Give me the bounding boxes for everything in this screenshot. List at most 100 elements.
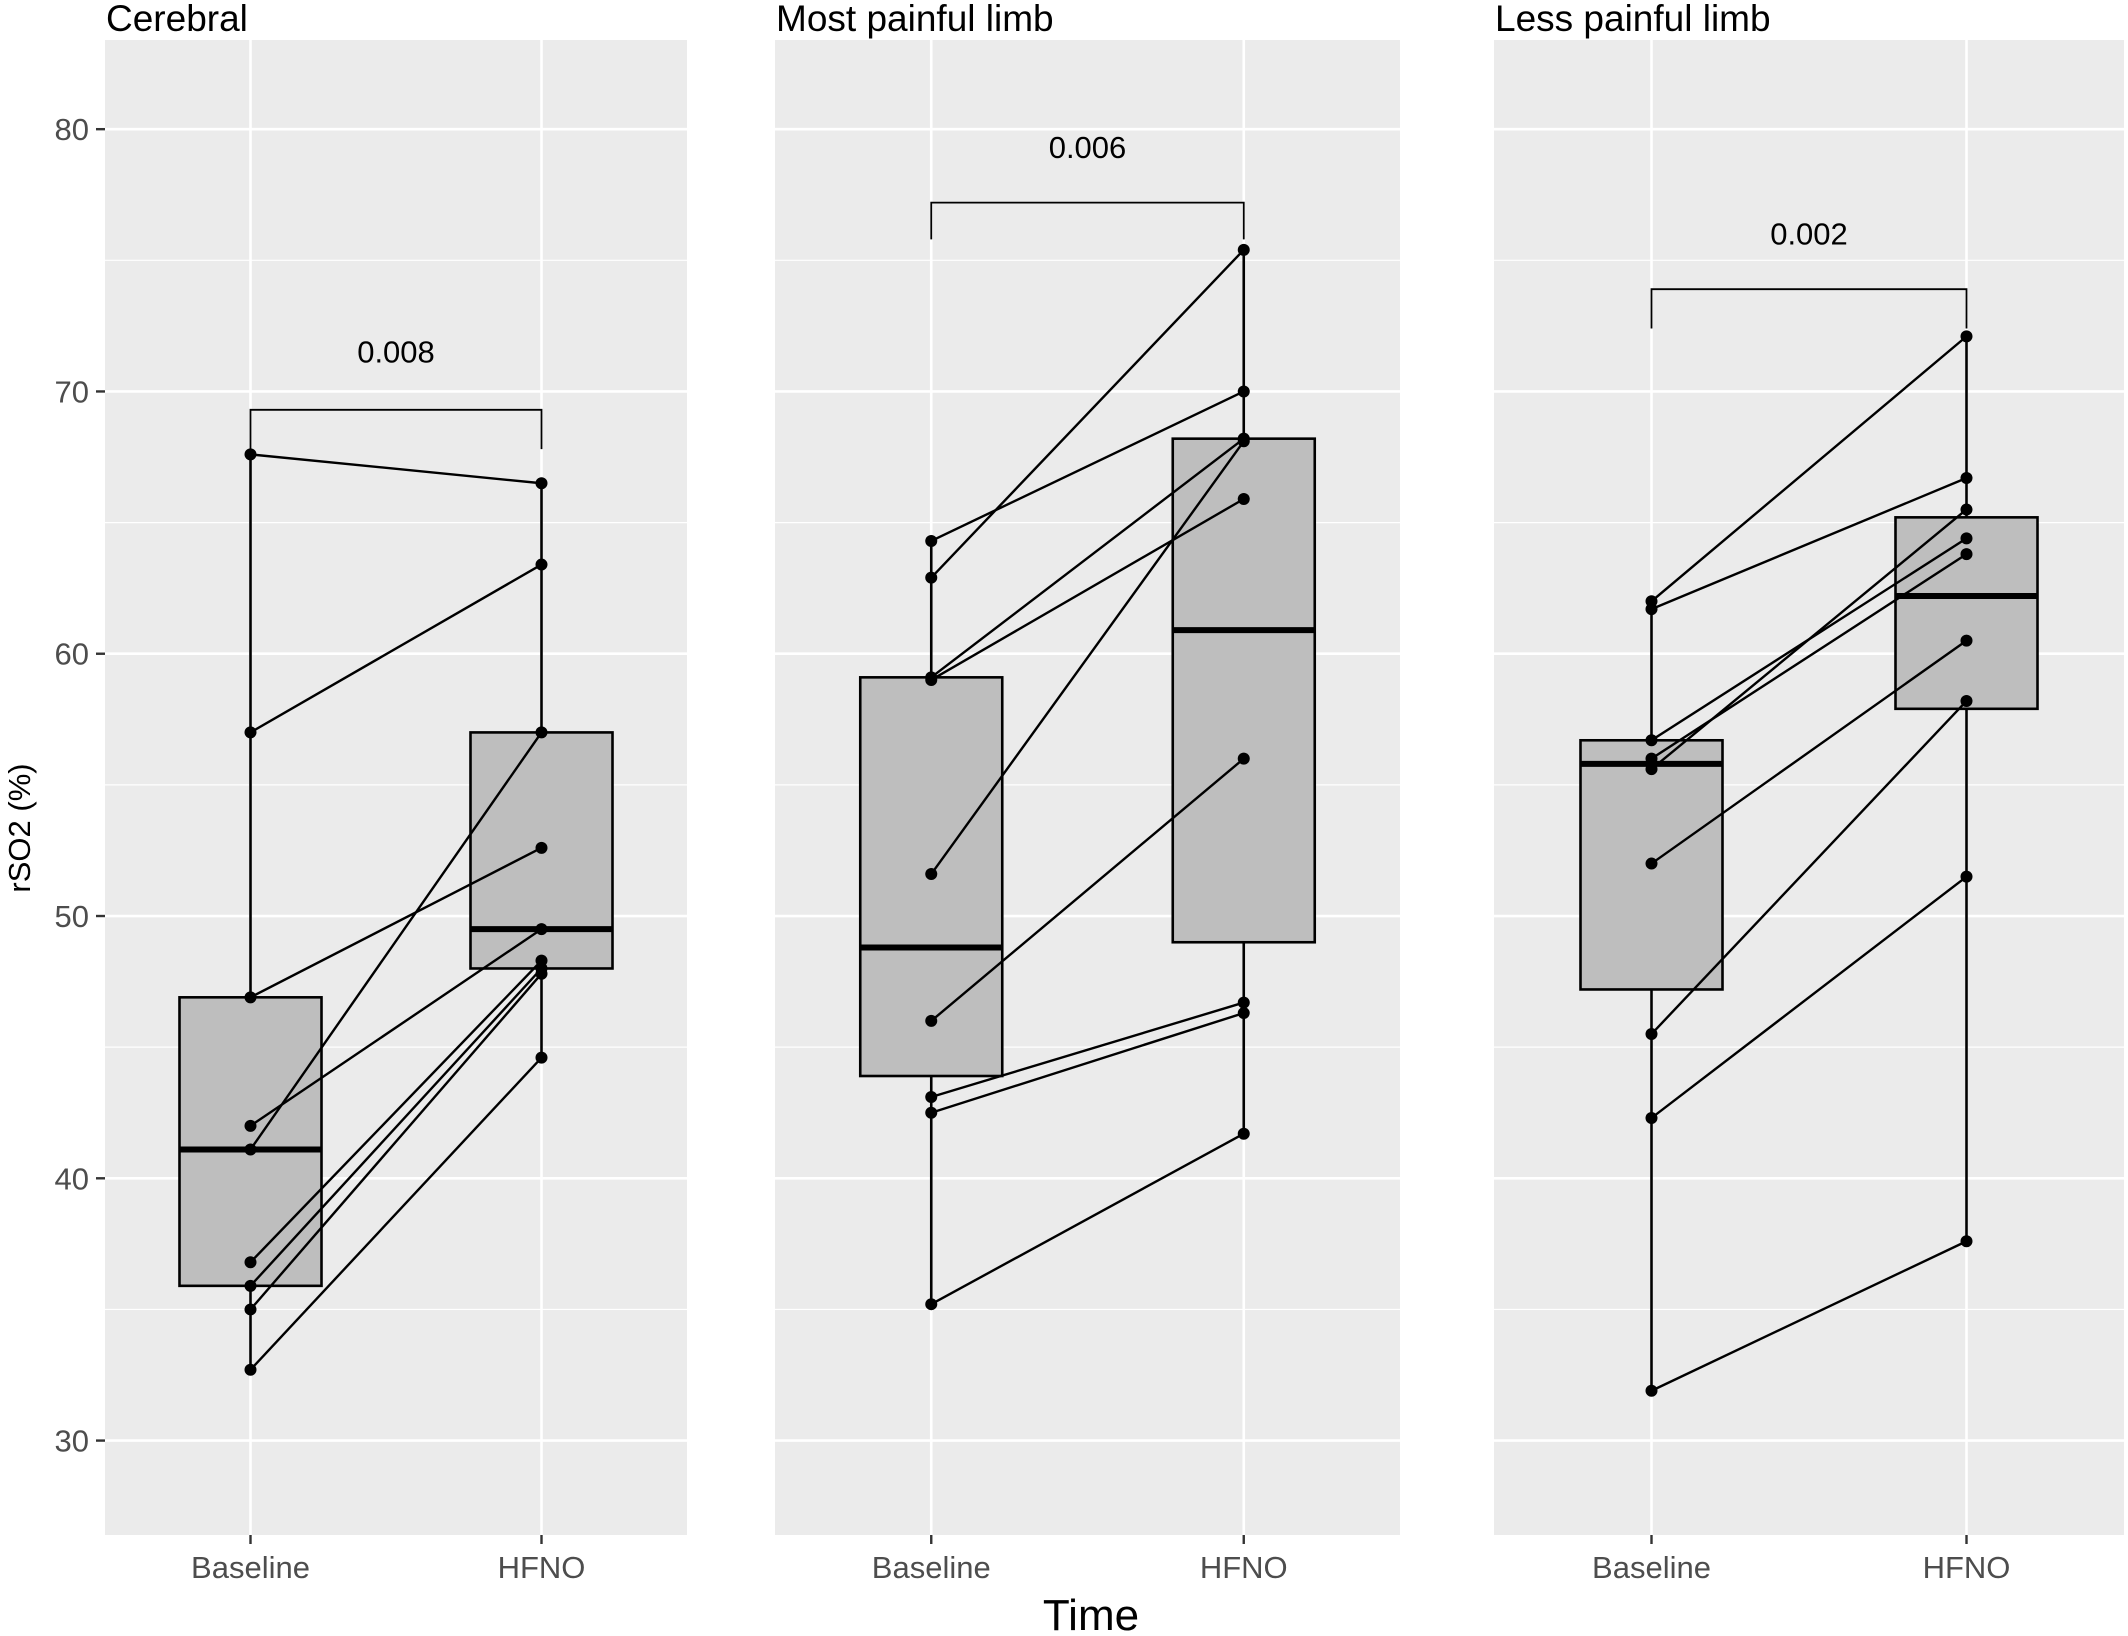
data-point-baseline — [1645, 734, 1658, 747]
data-point-hfno — [1237, 435, 1250, 448]
y-axis-title: rSO2 (%) — [2, 763, 37, 892]
data-point-hfno — [1237, 752, 1250, 765]
panel-0: 0.008 Cerebral Baseline HFNO — [105, 0, 687, 1585]
x-tick-label: HFNO — [498, 1550, 586, 1585]
paired-line — [249, 846, 543, 999]
p-value-label: 0.006 — [1049, 130, 1127, 165]
data-point-baseline — [925, 868, 938, 881]
x-tick-label: Baseline — [191, 1550, 310, 1585]
panel-title: Less painful limb — [1495, 0, 1771, 39]
paired-line — [930, 390, 1245, 543]
paired-line — [1650, 700, 1968, 1035]
paired-line — [249, 731, 543, 1151]
data-point-hfno — [1237, 243, 1250, 256]
paired-line — [1650, 335, 1968, 603]
paired-line — [1651, 476, 1967, 611]
paired-line — [930, 1011, 1245, 1114]
data-point-hfno — [1237, 1127, 1250, 1140]
data-point-baseline — [1645, 1111, 1658, 1124]
data-point-baseline — [1645, 603, 1658, 616]
paired-line — [930, 757, 1245, 1022]
y-tick-label: 60 — [55, 637, 89, 672]
box-baseline — [178, 996, 323, 1288]
data-point-hfno — [1960, 870, 1973, 883]
x-axis-title: Time — [1043, 1591, 1139, 1636]
data-point-hfno — [1960, 532, 1973, 545]
y-tick-label: 30 — [55, 1424, 89, 1459]
panel-1: 0.006 Most painful limb Baseline HFNO — [775, 0, 1400, 1585]
paired-line — [930, 497, 1245, 682]
data-point-hfno — [535, 477, 548, 490]
x-tick-label: HFNO — [1923, 1550, 2011, 1585]
paired-line — [930, 1001, 1245, 1099]
box-hfno — [1171, 437, 1317, 944]
x-tick-label: Baseline — [1592, 1550, 1711, 1585]
paired-line — [249, 972, 543, 1311]
data-point-hfno — [1960, 548, 1973, 561]
paired-line — [930, 248, 1245, 579]
y-axis: 30 40 50 60 70 80 — [55, 112, 105, 1459]
significance-bracket — [1650, 288, 1968, 329]
paired-line — [930, 437, 1245, 679]
p-value-label: 0.008 — [357, 335, 435, 370]
paired-line — [249, 959, 543, 1264]
data-point-baseline — [244, 1143, 257, 1156]
data-point-hfno — [535, 726, 548, 739]
data-point-baseline — [925, 1090, 938, 1103]
x-tick-label: HFNO — [1200, 1550, 1288, 1585]
data-point-hfno — [535, 558, 548, 571]
box-hfno — [1894, 516, 2039, 711]
x-tick-label: Baseline — [872, 1550, 991, 1585]
data-point-hfno — [535, 967, 548, 980]
paired-line — [249, 1056, 543, 1371]
panels: 0.008 Cerebral Baseline HFNO 0.006 Most painf… — [55, 0, 2124, 1585]
data-point-baseline — [925, 1106, 938, 1119]
data-point-baseline — [244, 1303, 257, 1316]
data-point-hfno — [1237, 1007, 1250, 1020]
paired-line — [1650, 875, 1968, 1119]
paired-line — [930, 440, 1245, 875]
data-point-baseline — [1645, 857, 1658, 870]
y-tick-label: 80 — [55, 112, 89, 147]
y-tick-label: 70 — [55, 374, 89, 409]
panel-title: Cerebral — [106, 0, 248, 39]
data-point-hfno — [1237, 996, 1250, 1009]
paired-line — [249, 563, 543, 734]
data-point-baseline — [1645, 1384, 1658, 1397]
panel-2: 0.002 Less painful limb Baseline HFNO — [1494, 0, 2124, 1585]
data-point-hfno — [535, 841, 548, 854]
paired-line — [249, 967, 543, 1287]
y-tick-label: 50 — [55, 899, 89, 934]
data-point-baseline — [244, 1256, 257, 1269]
data-point-hfno — [535, 923, 548, 936]
paired-line — [1650, 508, 1968, 771]
panel-title: Most painful limb — [776, 0, 1054, 39]
data-point-baseline — [1645, 1028, 1658, 1041]
paired-line — [1650, 639, 1968, 865]
data-point-hfno — [535, 1051, 548, 1064]
data-point-baseline — [925, 571, 938, 584]
data-point-hfno — [1960, 634, 1973, 647]
data-point-baseline — [244, 726, 257, 739]
data-point-hfno — [1960, 330, 1973, 343]
data-point-hfno — [1960, 503, 1973, 516]
paired-line — [250, 453, 542, 485]
data-point-baseline — [925, 1014, 938, 1027]
data-point-baseline — [244, 1279, 257, 1292]
data-point-baseline — [244, 1363, 257, 1376]
significance-bracket — [249, 408, 543, 450]
y-tick-label: 40 — [55, 1161, 89, 1196]
significance-bracket — [930, 201, 1245, 240]
data-point-baseline — [244, 991, 257, 1004]
data-point-hfno — [1237, 385, 1250, 398]
paired-line — [930, 1132, 1245, 1306]
paired-line — [249, 928, 543, 1127]
data-point-baseline — [925, 1298, 938, 1311]
data-point-hfno — [1960, 694, 1973, 707]
data-point-baseline — [1645, 752, 1658, 765]
data-point-baseline — [925, 673, 938, 686]
paired-line — [1650, 1240, 1968, 1392]
data-point-hfno — [1237, 492, 1250, 505]
data-point-baseline — [244, 1119, 257, 1132]
